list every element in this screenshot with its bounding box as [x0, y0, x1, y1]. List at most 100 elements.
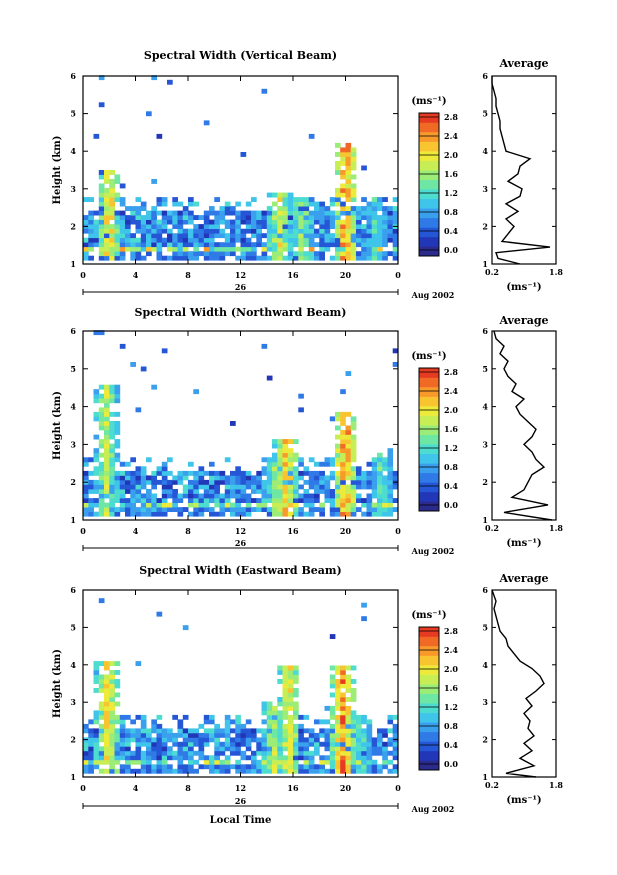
heatmap-cell [382, 485, 388, 490]
heatmap-cell [204, 251, 210, 256]
heatmap-cell [283, 448, 289, 453]
heatmap-cell [256, 489, 262, 494]
heatmap-cell [83, 494, 89, 499]
heatmap-cell [277, 494, 283, 499]
heatmap-cell [340, 728, 346, 733]
heatmap-cell [188, 742, 194, 747]
heatmap-cell [188, 498, 194, 503]
heatmap-cell [288, 457, 294, 462]
heatmap-cell [251, 755, 257, 760]
heatmap-cell [367, 242, 373, 247]
colorbar-swatch [419, 435, 439, 445]
heatmap-cell [120, 746, 126, 751]
heatmap-cell [115, 728, 121, 733]
heatmap-cell [330, 471, 336, 476]
heatmap-cell [146, 251, 152, 256]
heatmap-cell [88, 742, 94, 747]
heatmap-cell [94, 688, 100, 693]
heatmap-cell [335, 462, 341, 467]
heatmap-cell [346, 157, 352, 162]
heatmap-cell [183, 737, 189, 742]
heatmap-cell [209, 220, 215, 225]
heatmap-cell [262, 760, 268, 765]
heatmap-cell [335, 152, 341, 157]
heatmap-cell [388, 448, 394, 453]
heatmap-cell [304, 206, 310, 211]
heatmap-cell [99, 256, 105, 261]
heatmap-cell [125, 760, 131, 765]
x-tick-label: 12 [235, 526, 246, 536]
heatmap-cell [283, 746, 289, 751]
heatmap-cell [204, 220, 210, 225]
heatmap-cell [115, 430, 121, 435]
heatmap-cell [267, 746, 273, 751]
heatmap-cell [335, 238, 341, 243]
heatmap-cell [157, 715, 163, 720]
heatmap-cell [199, 742, 205, 747]
heatmap-cell [204, 215, 210, 220]
heatmap-cell [335, 512, 341, 517]
heatmap-cell [346, 412, 352, 417]
heatmap-cell [136, 661, 142, 666]
heatmap-cell [157, 498, 163, 503]
heatmap-cell [199, 724, 205, 729]
heatmap-cell [235, 494, 241, 499]
heatmap-cell [304, 755, 310, 760]
heatmap-cell [382, 751, 388, 756]
heatmap-cell [157, 229, 163, 234]
heatmap-cell [277, 489, 283, 494]
heatmap-cell [120, 751, 126, 756]
heatmap-cell [120, 724, 126, 729]
heatmap-cell [151, 211, 157, 216]
heatmap-cell [193, 489, 199, 494]
heatmap-cell [309, 480, 315, 485]
heatmap-cell [340, 742, 346, 747]
heatmap-cell [136, 715, 142, 720]
heatmap-cell [94, 751, 100, 756]
heatmap-cell [193, 238, 199, 243]
heatmap-cell [293, 769, 299, 774]
heatmap-cell [351, 466, 357, 471]
heatmap-cell [377, 471, 383, 476]
heatmap-cell [377, 202, 383, 207]
heatmap-cell [125, 220, 131, 225]
heatmap-cell [193, 498, 199, 503]
heatmap-cell [361, 616, 367, 621]
heatmap-cell [335, 448, 341, 453]
heatmap-cell [141, 215, 147, 220]
heatmap-cell [351, 480, 357, 485]
heatmap-cell [167, 242, 173, 247]
heatmap-cell [298, 242, 304, 247]
heatmap-cell [178, 202, 184, 207]
heatmap-cell [372, 197, 378, 202]
heatmap-cell [162, 348, 168, 353]
heatmap-cell [388, 494, 394, 499]
heatmap-cell [346, 238, 352, 243]
heatmap-cell [293, 453, 299, 458]
heatmap-cell [272, 251, 278, 256]
heatmap-cell [314, 206, 320, 211]
heatmap-cell [361, 742, 367, 747]
heatmap-cell [188, 751, 194, 756]
y-tick-label: 3 [70, 184, 76, 194]
heatmap-cell [330, 675, 336, 680]
heatmap-cell [136, 728, 142, 733]
heatmap-cell [351, 693, 357, 698]
heatmap-cell [372, 751, 378, 756]
heatmap-cell [104, 220, 110, 225]
heatmap-cell [99, 706, 105, 711]
heatmap-cell [193, 733, 199, 738]
heatmap-cell [340, 220, 346, 225]
heatmap-cell [120, 197, 126, 202]
heatmap-cell [130, 251, 136, 256]
heatmap-cell [267, 471, 273, 476]
heatmap-cell [125, 242, 131, 247]
heatmap-cell [199, 498, 205, 503]
heatmap-cell [319, 742, 325, 747]
heatmap-cell [141, 769, 147, 774]
heatmap-cell [225, 475, 231, 480]
heatmap-cell [230, 512, 236, 517]
heatmap-cell [178, 724, 184, 729]
heatmap-cell [283, 439, 289, 444]
heatmap-cell [361, 211, 367, 216]
